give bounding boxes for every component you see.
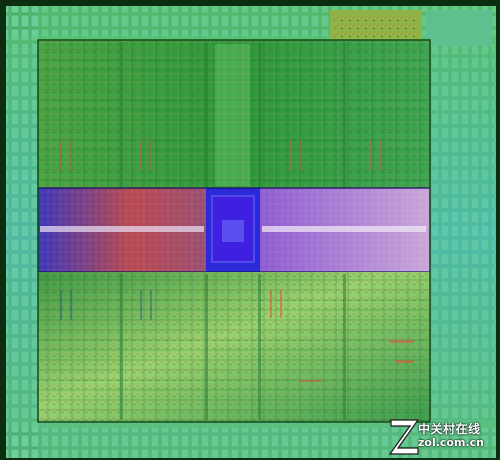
zol-watermark: 中关村在线 zol.com.cn bbox=[388, 414, 498, 458]
zol-z-logo-icon bbox=[388, 419, 420, 455]
watermark-brand: 中关村在线 bbox=[418, 422, 481, 436]
watermark-url: zol.com.cn bbox=[418, 436, 484, 449]
